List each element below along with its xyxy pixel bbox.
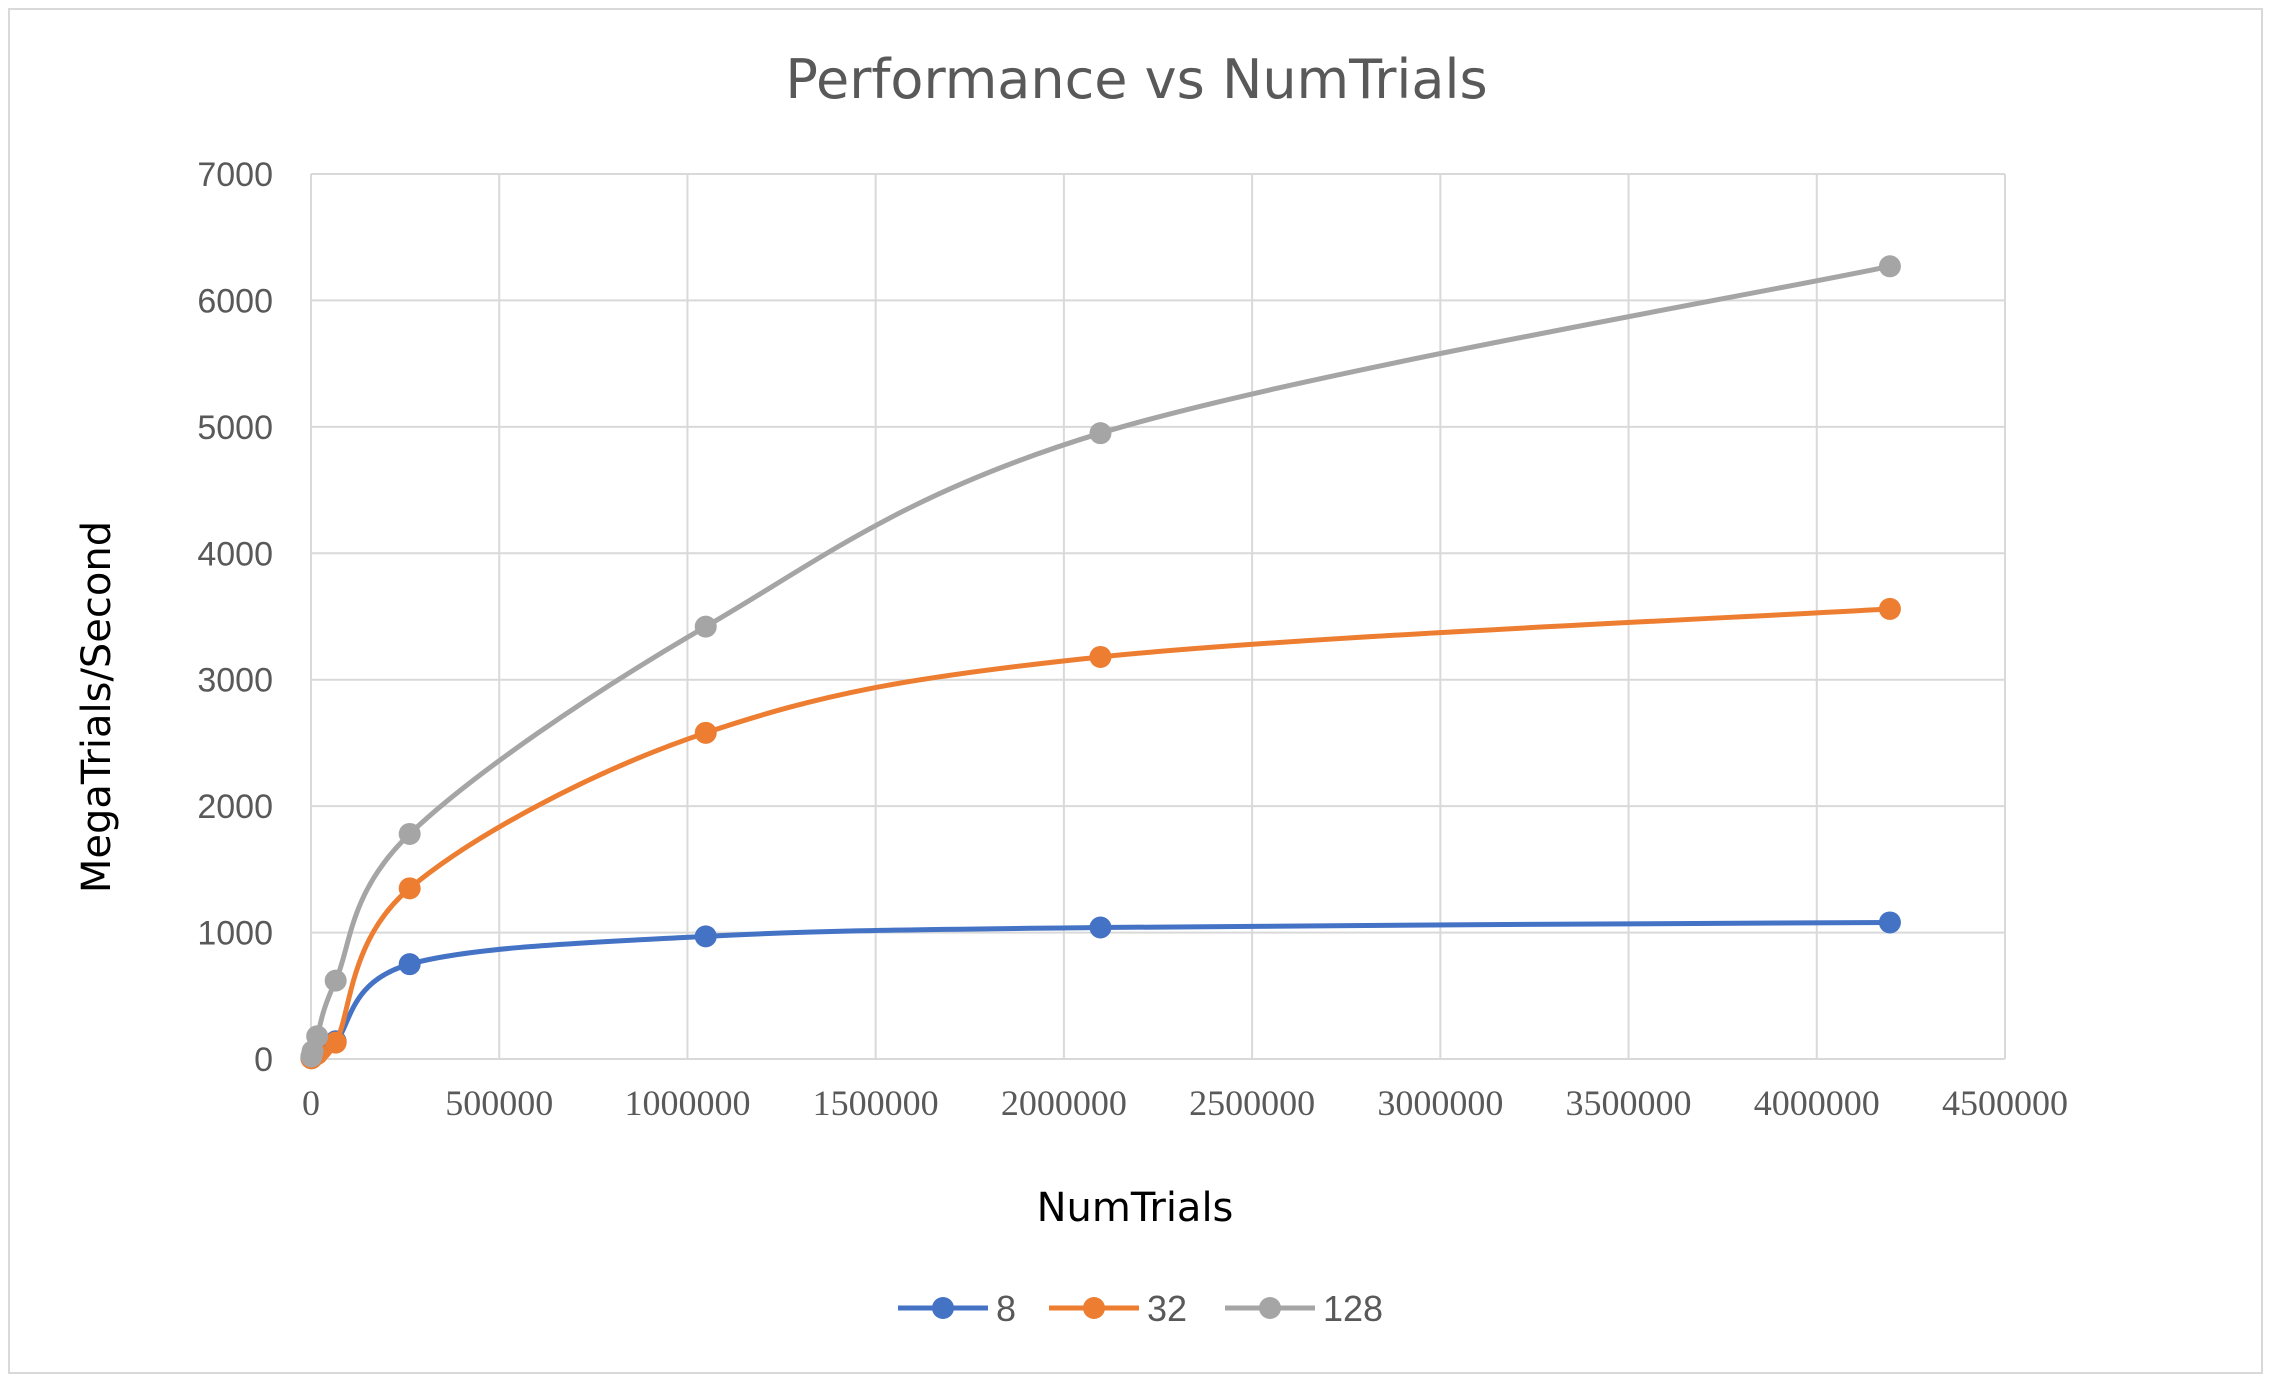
y-tick-label: 0 xyxy=(254,1041,273,1079)
x-tick-label: 3500000 xyxy=(1566,1083,1692,1123)
x-axis-title: NumTrials xyxy=(1036,1185,1234,1231)
grid-lines xyxy=(310,173,2006,1060)
series-group xyxy=(300,255,1901,1070)
data-point xyxy=(398,953,421,976)
legend-item-8: 8 xyxy=(898,1288,1016,1329)
y-tick-label: 3000 xyxy=(197,662,273,700)
y-tick-label: 5000 xyxy=(197,409,273,447)
x-tick-label: 2000000 xyxy=(1001,1083,1127,1123)
data-point xyxy=(1878,255,1901,278)
y-tick-label: 6000 xyxy=(197,282,273,320)
x-axis-ticks: 0 500000 1000000 1500000 2000000 2500000 30000… xyxy=(302,1083,2068,1123)
data-point xyxy=(1089,645,1112,668)
data-point xyxy=(694,925,717,948)
y-axis-ticks: 0 1000 2000 3000 4000 5000 6000 7000 xyxy=(197,156,273,1079)
data-point xyxy=(694,615,717,638)
legend: 8 32 128 xyxy=(898,1288,1383,1329)
data-point xyxy=(1878,597,1901,620)
legend-marker xyxy=(1259,1297,1281,1319)
data-point xyxy=(398,822,421,845)
series-line xyxy=(309,919,1890,1059)
series-8 xyxy=(300,911,1901,1069)
chart-frame xyxy=(8,8,2263,1374)
x-tick-label: 1000000 xyxy=(624,1083,750,1123)
x-tick-label: 4500000 xyxy=(1942,1083,2068,1123)
legend-label: 8 xyxy=(996,1288,1016,1329)
data-point xyxy=(306,1025,329,1048)
series-line xyxy=(309,606,1891,1061)
data-point xyxy=(1089,916,1112,939)
data-point xyxy=(1878,911,1901,934)
data-point xyxy=(324,969,347,992)
data-point xyxy=(1089,422,1112,445)
data-point xyxy=(324,1031,347,1054)
legend-item-32: 32 xyxy=(1049,1288,1187,1329)
x-tick-label: 3000000 xyxy=(1377,1083,1503,1123)
legend-marker xyxy=(932,1297,954,1319)
x-tick-label: 4000000 xyxy=(1754,1083,1880,1123)
y-tick-label: 7000 xyxy=(197,156,273,194)
series-128 xyxy=(300,255,1901,1068)
legend-label: 128 xyxy=(1323,1288,1383,1329)
data-point xyxy=(694,721,717,744)
legend-item-128: 128 xyxy=(1225,1288,1383,1329)
y-tick-label: 1000 xyxy=(197,915,273,953)
x-tick-label: 2500000 xyxy=(1189,1083,1315,1123)
data-point xyxy=(398,877,421,900)
series-32 xyxy=(300,597,1901,1070)
x-tick-label: 500000 xyxy=(445,1083,553,1123)
legend-marker xyxy=(1083,1297,1105,1319)
x-tick-label: 1500000 xyxy=(813,1083,939,1123)
y-tick-label: 2000 xyxy=(197,788,273,826)
legend-label: 32 xyxy=(1147,1288,1187,1329)
chart-title: Performance vs NumTrials xyxy=(785,48,1488,111)
y-tick-label: 4000 xyxy=(197,535,273,573)
x-tick-label: 0 xyxy=(302,1083,320,1123)
